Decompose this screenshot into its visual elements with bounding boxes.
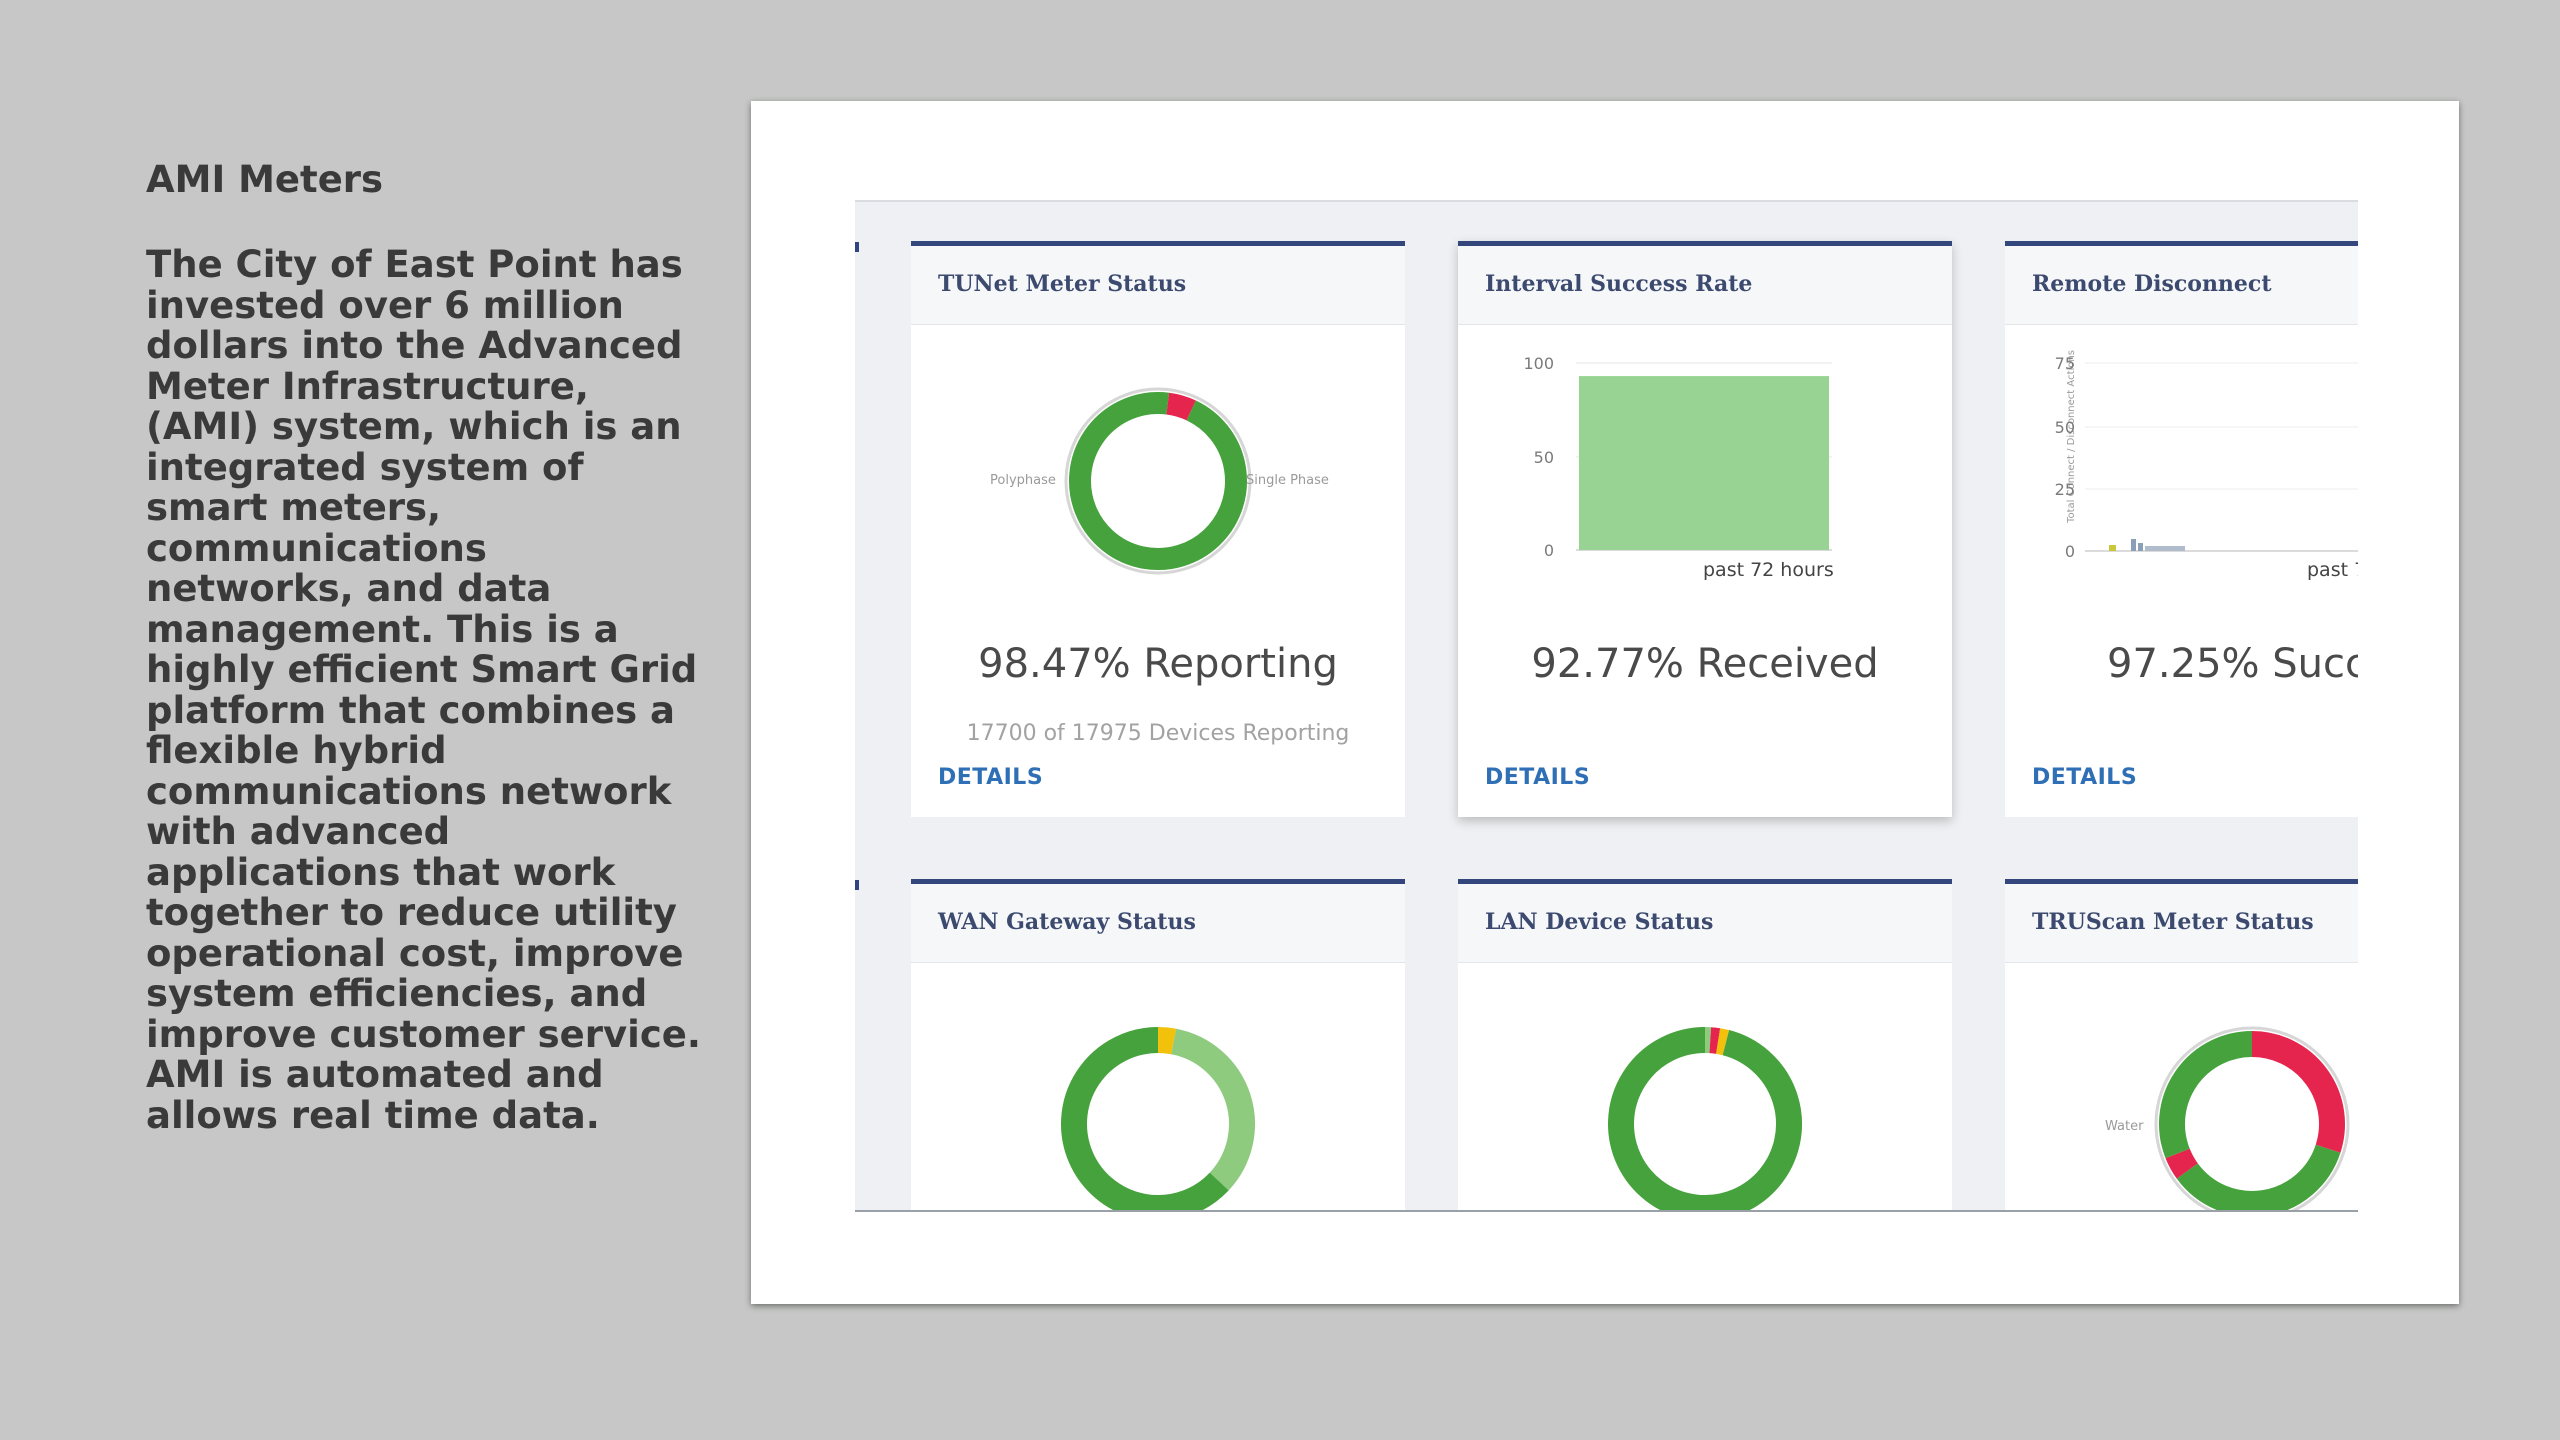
y-tick-label: 25 xyxy=(2054,480,2075,499)
donut-label-right: Single Phase xyxy=(1246,473,1329,488)
slide-heading: AMI Meters xyxy=(146,158,384,201)
metric-value: 92.77% Received xyxy=(1531,641,1879,687)
card-header xyxy=(1458,241,1952,325)
donut-chart xyxy=(2154,1026,2350,1210)
donut-segment xyxy=(2159,1031,2253,1159)
card-interval-success: Interval Success Rate 100 50 0 past 72 h… xyxy=(1458,241,1952,817)
card-title: TUNet Meter Status xyxy=(938,271,1187,297)
y-tick-label: 75 xyxy=(2054,354,2075,373)
donut-chart xyxy=(1608,1027,1802,1210)
donut-segment xyxy=(1165,392,1196,421)
y-tick-label: 100 xyxy=(1523,354,1554,373)
donut-segment xyxy=(1715,1028,1730,1056)
donut-segment xyxy=(1157,392,1170,415)
remote-disconnect-chart xyxy=(2085,362,2358,552)
interval-bar-chart xyxy=(1576,362,1832,551)
card-title: TRUScan Meter Status xyxy=(2032,909,2314,935)
donut-segment xyxy=(1061,1027,1229,1210)
bar xyxy=(2131,539,2136,551)
details-link[interactable]: DETAILS xyxy=(2032,765,2138,790)
metric-value: 98.47% Reporting xyxy=(978,641,1338,687)
donut-shadow xyxy=(1064,387,1252,575)
donut-segment xyxy=(2176,1144,2341,1210)
slide-body-text: The City of East Point has invested over… xyxy=(146,243,701,1137)
card-title: LAN Device Status xyxy=(1485,909,1714,935)
metric-subtext: 17700 of 17975 Devices Reporting xyxy=(966,721,1350,746)
details-link[interactable]: DETAILS xyxy=(1485,765,1591,790)
slide-text-block: AMI Meters The City of East Point has in… xyxy=(146,158,706,1136)
donut-segment xyxy=(2251,1031,2345,1153)
card-header xyxy=(1458,879,1952,963)
donut-segment xyxy=(1608,1027,1802,1210)
card-header xyxy=(911,241,1405,325)
y-tick-label: 0 xyxy=(1543,541,1554,560)
card-header xyxy=(2005,879,2358,963)
bar xyxy=(2138,543,2143,551)
y-tick-label: 50 xyxy=(2054,418,2075,437)
lan-device-donut xyxy=(1608,1027,1802,1210)
metric-value: 97.25% Succe xyxy=(2107,641,2358,687)
card-header xyxy=(2005,241,2358,325)
dashboard-screenshot: TUNet Meter Status Polyphase Single Phas… xyxy=(855,200,2358,1212)
card-header xyxy=(911,879,1405,963)
details-link[interactable]: DETAILS xyxy=(938,765,1044,790)
card-title: Interval Success Rate xyxy=(1485,271,1753,297)
meter-status-donut xyxy=(1064,387,1252,575)
donut-segment xyxy=(1157,1027,1177,1055)
wan-gateway-donut xyxy=(1061,1027,1255,1210)
card-lan-device: LAN Device Status xyxy=(1458,879,1952,1210)
donut-segment xyxy=(1709,1027,1721,1054)
donut-segment xyxy=(2165,1148,2199,1179)
left-edge-marker xyxy=(855,880,859,890)
y-tick-label: 0 xyxy=(2064,542,2075,561)
card-remote-disconnect: Remote Disconnect Total Connect / Discon… xyxy=(2005,241,2358,817)
left-edge-marker xyxy=(855,242,859,252)
donut-shadow xyxy=(2154,1026,2350,1210)
donut-segment xyxy=(1069,392,1247,570)
card-truscan: TRUScan Meter Status Water xyxy=(2005,879,2358,1210)
card-title: Remote Disconnect xyxy=(2032,271,2272,297)
donut-label-left: Polyphase xyxy=(990,473,1056,488)
bar xyxy=(1579,376,1829,550)
card-wan-gateway: WAN Gateway Status xyxy=(911,879,1405,1210)
donut-segment xyxy=(1170,1028,1255,1191)
donut-chart xyxy=(1061,1027,1255,1210)
x-category-label: past 7 xyxy=(2307,559,2358,581)
bar xyxy=(2109,545,2116,551)
card-title: WAN Gateway Status xyxy=(938,909,1196,935)
x-category-label: past 72 hours xyxy=(1703,559,1834,581)
truscan-donut xyxy=(2154,1026,2350,1210)
donut-chart xyxy=(1064,387,1252,575)
y-tick-label: 50 xyxy=(1533,448,1554,467)
card-meter-status: TUNet Meter Status Polyphase Single Phas… xyxy=(911,241,1405,817)
donut-label-left: Water xyxy=(2105,1119,2144,1134)
bar xyxy=(2145,546,2185,551)
